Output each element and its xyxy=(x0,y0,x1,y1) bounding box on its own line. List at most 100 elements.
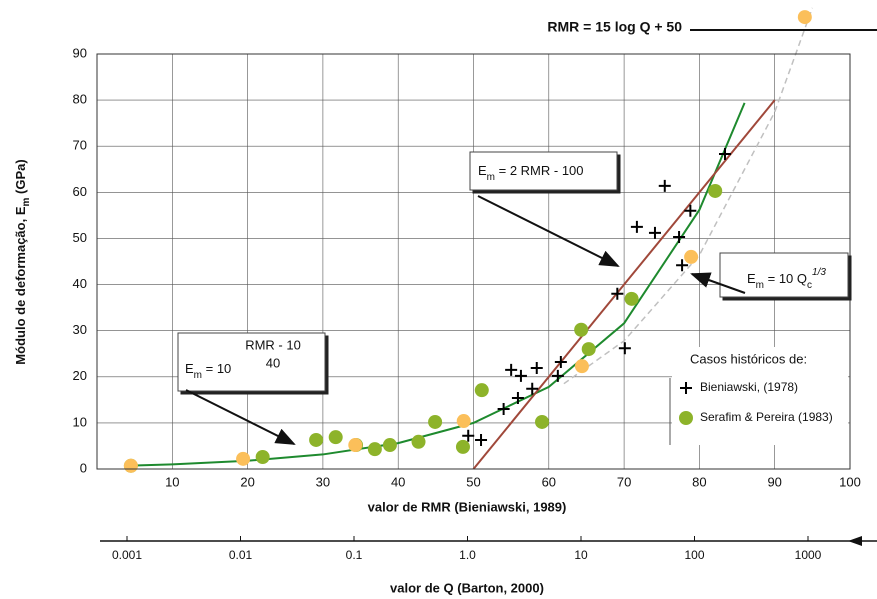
cross-marker xyxy=(554,356,567,369)
annotation-part: m xyxy=(487,172,495,183)
cross-marker xyxy=(684,204,697,217)
y-tick-label: 30 xyxy=(73,322,87,337)
curve xyxy=(472,99,776,470)
grid xyxy=(97,53,851,470)
y-tick-label: 60 xyxy=(73,184,87,199)
y-label-unit: (GPa) xyxy=(13,159,28,197)
circle-marker xyxy=(367,442,382,457)
circle-marker xyxy=(797,10,812,25)
x-tick-label: 90 xyxy=(767,474,781,489)
y-tick-label: 10 xyxy=(73,414,87,429)
circle-marker xyxy=(574,322,589,337)
cross-marker xyxy=(511,391,524,404)
x-tick-label: 40 xyxy=(391,474,405,489)
cross-marker xyxy=(673,231,686,244)
annotation: RMR = 15 log Q + 50 xyxy=(547,19,682,35)
annotation-arrow xyxy=(690,272,746,294)
x-tick-label: 50 xyxy=(466,474,480,489)
annotation-part: = 2 RMR - 100 xyxy=(495,163,584,178)
x-tick-label: 60 xyxy=(542,474,556,489)
q-tick-label: 1.0 xyxy=(459,548,476,562)
x-tick-label: 10 xyxy=(165,474,179,489)
legend-label: Bieniawski, (1978) xyxy=(700,380,798,394)
circle-marker xyxy=(535,414,550,429)
q-tick-label: 0.1 xyxy=(346,548,363,562)
cross-marker xyxy=(611,287,624,300)
x-tick-label: 100 xyxy=(839,474,861,489)
annotation-box xyxy=(719,252,849,298)
circle-marker xyxy=(123,458,138,473)
q-tick-label: 10 xyxy=(574,548,588,562)
x-tick-label: 80 xyxy=(692,474,706,489)
legend-title: Casos históricos de: xyxy=(690,351,807,366)
plot-frame xyxy=(96,53,851,470)
circle-marker xyxy=(581,342,596,357)
cross-marker xyxy=(462,429,475,442)
annotation-arrow xyxy=(185,389,296,445)
annotation-part: E xyxy=(185,361,194,376)
marks xyxy=(123,7,814,473)
curve xyxy=(563,7,814,385)
x-tick-label: 20 xyxy=(240,474,254,489)
q-tick-label: 0.001 xyxy=(112,548,142,562)
x-tick-label: 70 xyxy=(617,474,631,489)
cross-marker xyxy=(526,382,539,395)
annotation-part: 1/3 xyxy=(812,267,826,278)
circle-marker xyxy=(309,432,324,447)
circle-marker xyxy=(574,359,589,374)
circle-marker xyxy=(684,249,699,264)
circle-marker xyxy=(455,439,470,454)
y-tick-label: 20 xyxy=(73,368,87,383)
annotation-box xyxy=(177,332,326,392)
annotation-exponent: 40 xyxy=(266,355,280,370)
legend-background xyxy=(672,347,848,445)
circle-marker xyxy=(428,414,443,429)
y-axis-label: Módulo de deformação, Em (GPa) xyxy=(13,159,31,364)
y-label-sub: m xyxy=(21,198,32,207)
legend-marker xyxy=(679,411,693,425)
annotation: Em = 10 Qc1/3 xyxy=(747,267,826,291)
circle-marker xyxy=(456,414,471,429)
y-tick-label: 70 xyxy=(73,138,87,153)
circle-marker xyxy=(411,434,426,449)
y-tick-label: 0 xyxy=(80,460,87,475)
q-axis-label: valor de Q (Barton, 2000) xyxy=(390,580,544,595)
q-tick-label: 100 xyxy=(684,548,704,562)
circle-marker xyxy=(382,438,397,453)
annotation-exponent: RMR - 10 xyxy=(245,337,301,352)
cross-marker xyxy=(551,369,564,382)
annotation-part: E xyxy=(747,271,756,286)
cross-marker xyxy=(618,342,631,355)
annotation-part: m xyxy=(194,370,202,381)
circle-marker xyxy=(236,451,251,466)
q-axis-arrow xyxy=(848,536,862,546)
legend-marker xyxy=(680,382,692,394)
circle-marker xyxy=(474,383,489,398)
cross-marker xyxy=(475,433,488,446)
cross-marker xyxy=(514,369,527,382)
cross-marker xyxy=(719,148,732,161)
annotation: Em = 10 xyxy=(185,361,231,380)
annotation: Em = 2 RMR - 100 xyxy=(478,163,584,182)
circle-marker xyxy=(255,450,270,465)
annotation-part: = 10 Q xyxy=(764,271,807,286)
curve xyxy=(134,102,746,467)
annotation-box xyxy=(469,151,618,191)
annotation-part: c xyxy=(807,280,812,291)
cross-marker xyxy=(530,362,543,375)
cross-marker xyxy=(497,403,510,416)
cross-marker xyxy=(630,220,643,233)
annotation-part: m xyxy=(756,280,764,291)
x-tick-label: 30 xyxy=(316,474,330,489)
circle-marker xyxy=(708,183,723,198)
y-tick-label: 50 xyxy=(73,230,87,245)
cross-marker xyxy=(658,179,671,192)
cross-marker xyxy=(676,259,689,272)
legend-label: Serafim & Pereira (1983) xyxy=(700,410,833,424)
circle-marker xyxy=(624,291,639,306)
cross-marker xyxy=(505,363,518,376)
annotation-part: = 10 xyxy=(202,361,231,376)
y-tick-label: 80 xyxy=(73,92,87,107)
y-tick-label: 90 xyxy=(73,45,87,60)
